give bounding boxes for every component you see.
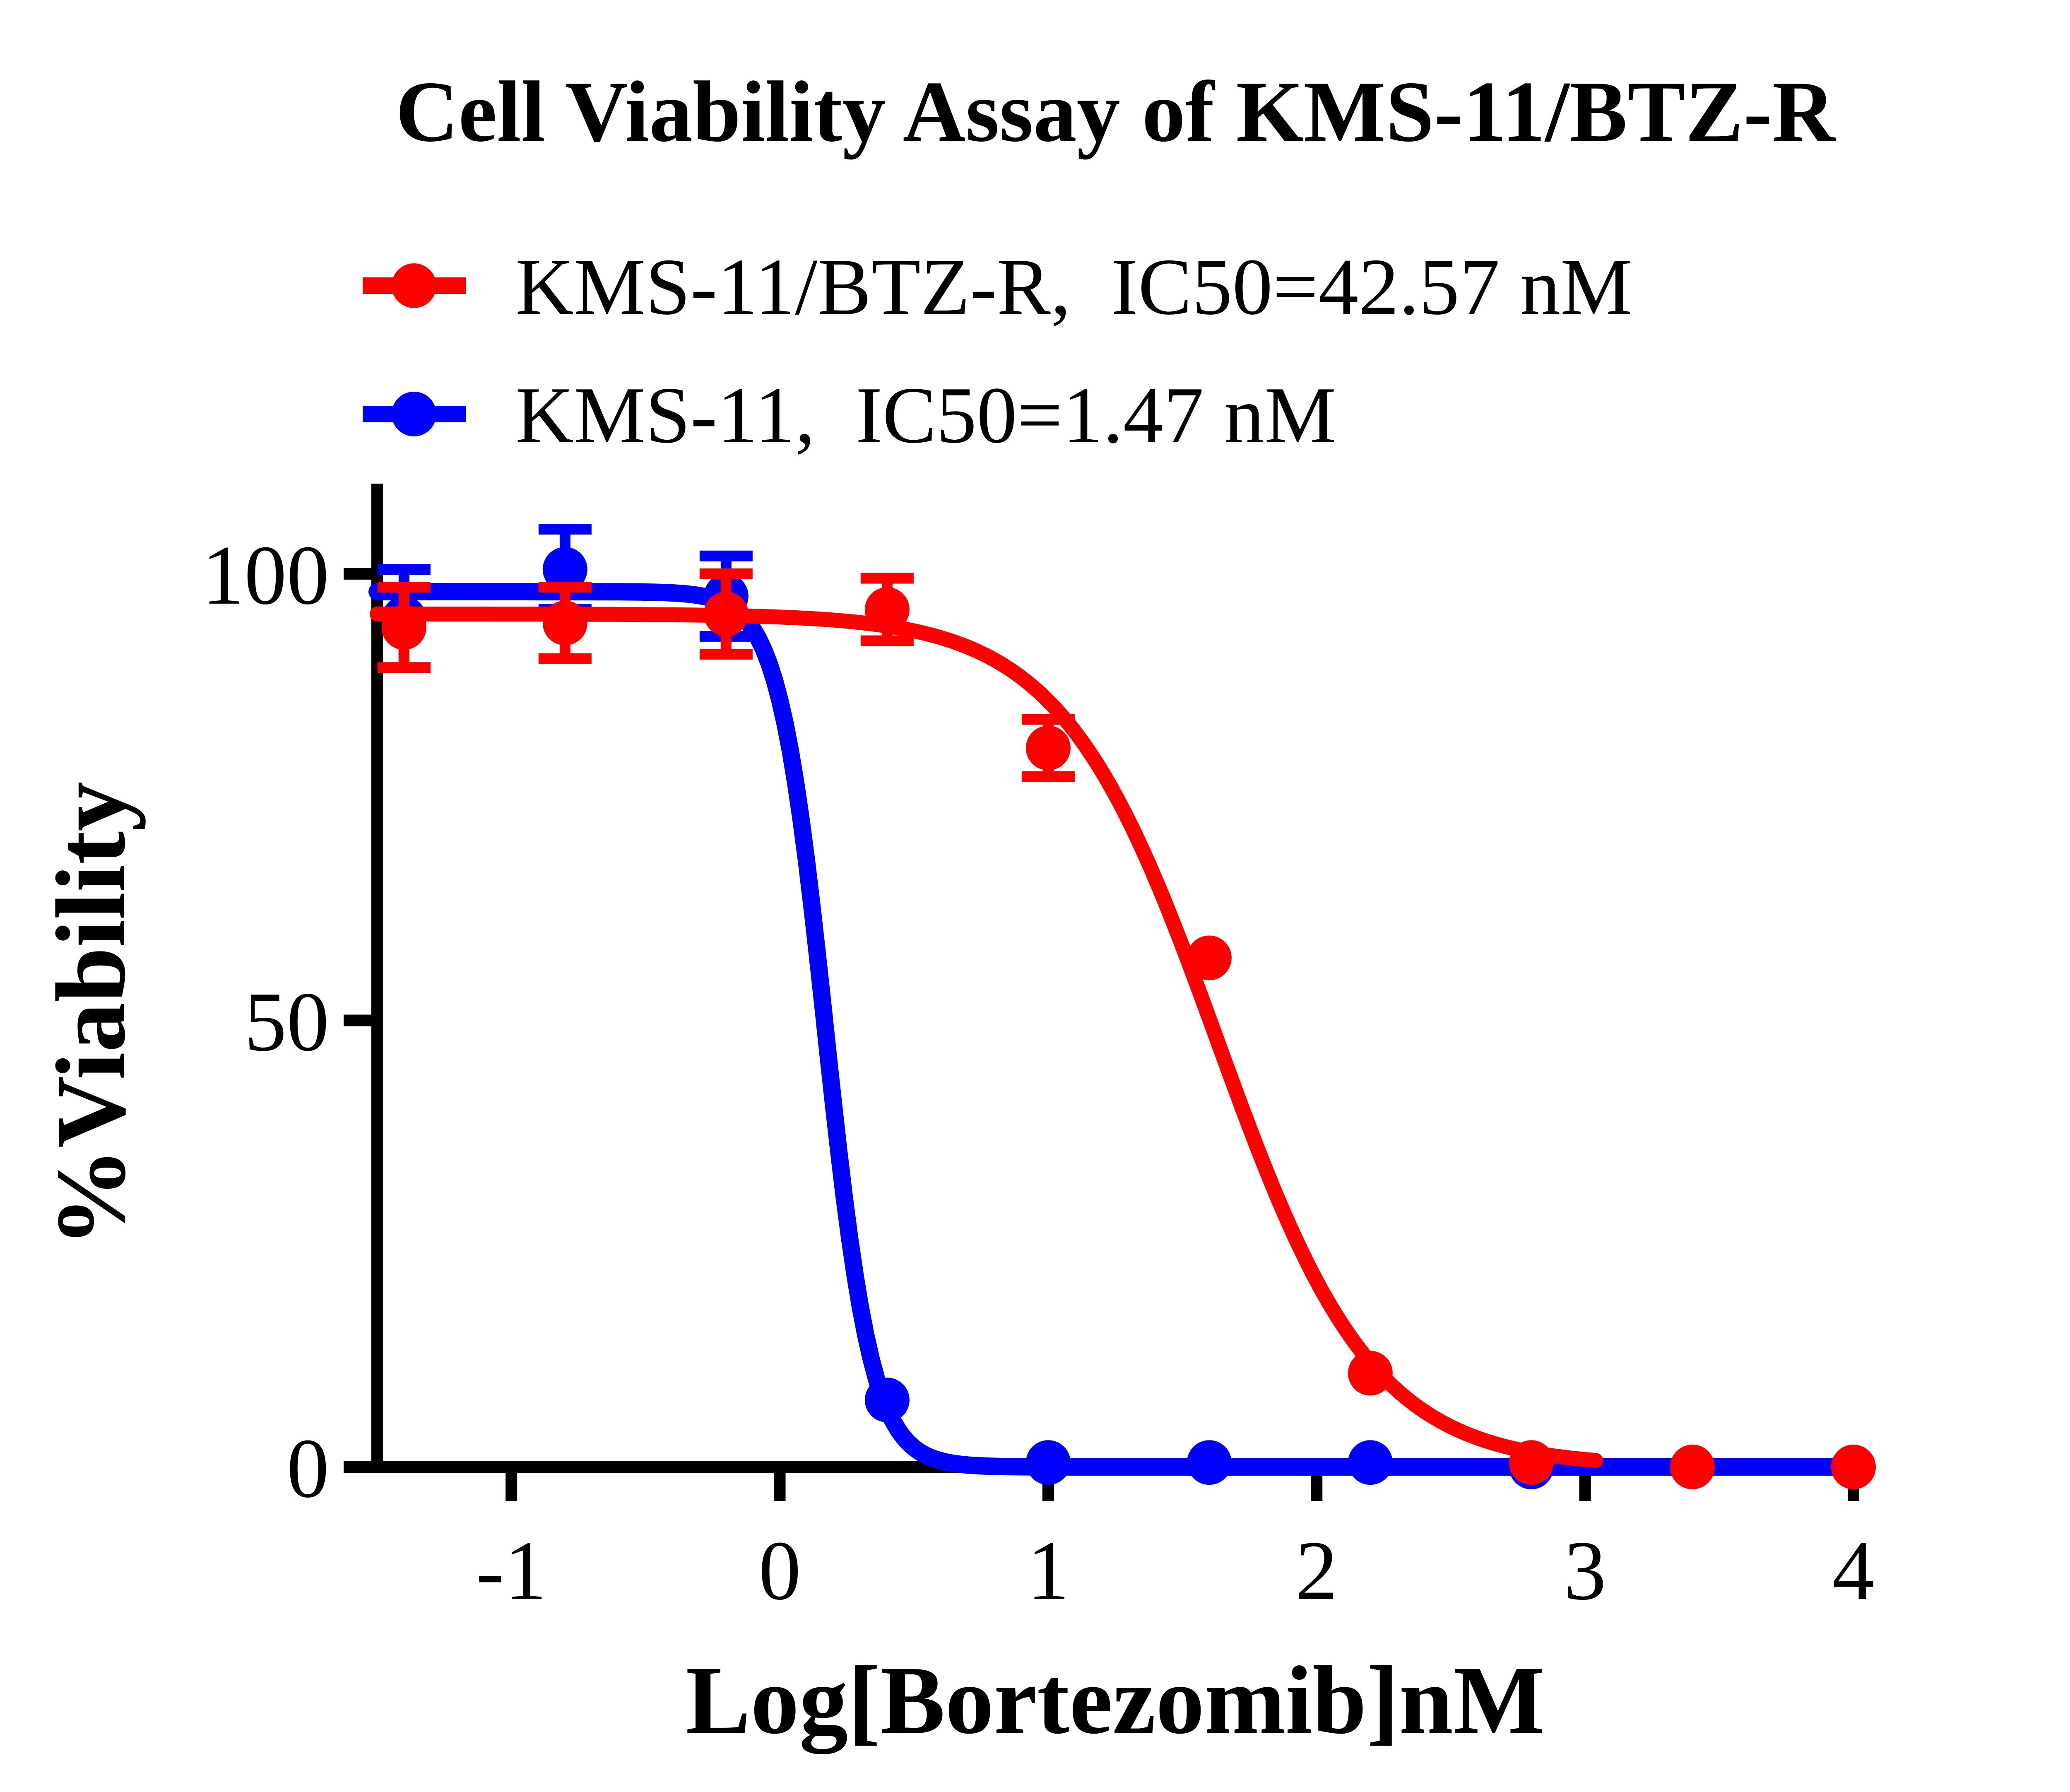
x-tick-label: -1 [476,1524,547,1618]
data-point [1509,1440,1554,1485]
data-point [381,605,426,650]
data-point [864,587,910,632]
data-point [1670,1445,1715,1489]
series-group [368,524,1876,1489]
data-point [703,591,749,636]
data-point [1348,1351,1393,1396]
y-tick-label: 50 [244,975,329,1069]
legend-item-kms11-btzr: KMS-11/BTZ-R, IC50=42.57 nM [363,242,1632,332]
data-point [1831,1445,1876,1489]
y-tick-label: 100 [202,528,330,622]
data-point [1187,935,1232,980]
data-point [864,1378,910,1423]
series-KMS-11/BTZ-R [370,568,1876,1489]
legend-label-kms11-btzr: KMS-11/BTZ-R, IC50=42.57 nM [515,242,1632,332]
y-tick-label: 0 [287,1421,330,1515]
chart-title: Cell Viability Assay of KMS-11/BTZ-R [396,64,1836,160]
x-tick-label: 2 [1295,1524,1338,1618]
fit-curve [368,583,1862,1476]
legend-marker-dot-blue [392,392,436,436]
series-KMS-11 [368,524,1862,1489]
fit-curve [370,607,1603,1468]
legend: KMS-11/BTZ-R, IC50=42.57 nM KMS-11, IC50… [363,242,1632,460]
x-tick-label: 0 [758,1524,801,1618]
data-point [1187,1440,1232,1485]
legend-label-kms11: KMS-11, IC50=1.47 nM [515,371,1336,460]
data-point [542,600,587,646]
data-point [542,547,587,592]
x-tick-label: 1 [1027,1524,1070,1618]
data-point [1025,725,1071,771]
data-point [1025,1440,1071,1485]
x-tick-label: 3 [1564,1524,1606,1618]
data-point [1348,1440,1393,1485]
y-axis-title: %Viability [36,782,146,1248]
x-axis-title: Log[Bortezomib]nM [686,1646,1545,1754]
x-tick-label: 4 [1832,1524,1875,1618]
legend-item-kms11: KMS-11, IC50=1.47 nM [363,371,1336,460]
legend-marker-dot-red [392,263,436,308]
